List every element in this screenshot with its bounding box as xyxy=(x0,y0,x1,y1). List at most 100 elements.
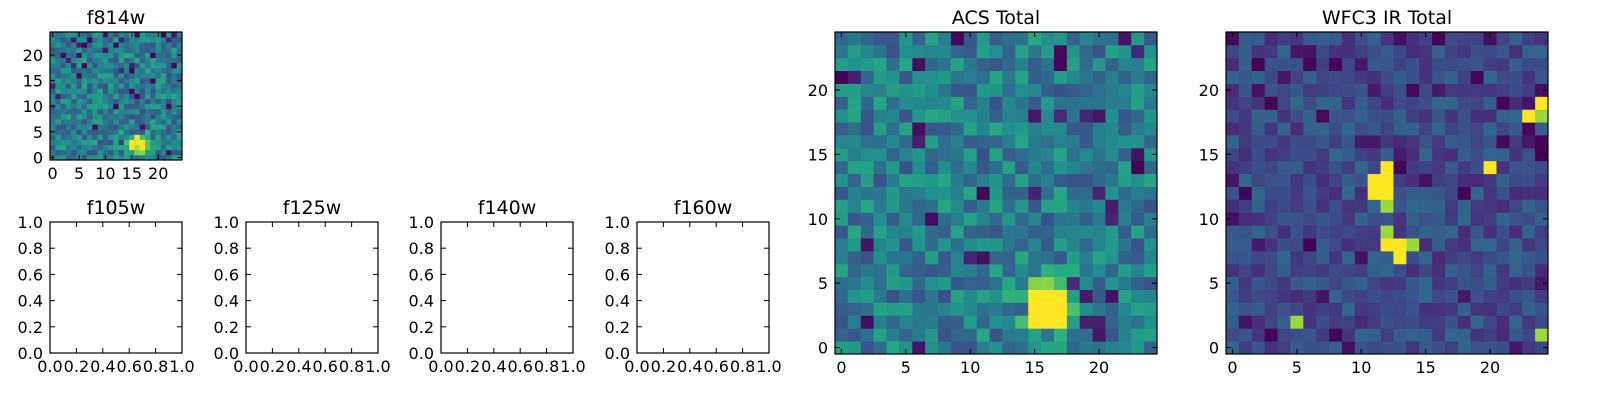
heatmap-cell xyxy=(1015,315,1029,329)
heatmap-cell xyxy=(150,78,156,84)
heatmap-cell xyxy=(60,93,67,99)
heatmap-cell xyxy=(176,72,183,79)
heatmap-cell xyxy=(1144,70,1158,84)
y-tick-label: 15 xyxy=(1199,145,1219,164)
heatmap-cell xyxy=(1002,57,1016,72)
heatmap-cell xyxy=(1522,328,1536,342)
heatmap-cell xyxy=(123,124,130,130)
heatmap-cell xyxy=(1535,70,1549,84)
heatmap-cell xyxy=(86,144,93,151)
heatmap-cell xyxy=(1535,212,1549,226)
heatmap-cell xyxy=(1470,250,1484,265)
heatmap-cell xyxy=(1367,250,1381,265)
heatmap-cell xyxy=(1367,341,1381,355)
heatmap-cell xyxy=(134,144,141,151)
heatmap-cell xyxy=(1238,328,1253,342)
heatmap-cell xyxy=(938,341,952,355)
heatmap-cell xyxy=(1303,315,1317,329)
heatmap-cell xyxy=(860,135,875,149)
heatmap-cell xyxy=(176,113,183,120)
heatmap-cell xyxy=(925,238,939,252)
heatmap-cell xyxy=(1277,341,1291,355)
heatmap-cell xyxy=(1053,160,1068,175)
heatmap-cell xyxy=(123,83,130,89)
heatmap-cell xyxy=(835,276,849,290)
heatmap-cell xyxy=(847,70,862,84)
heatmap-cell xyxy=(1380,263,1394,278)
heatmap-cell xyxy=(950,276,965,290)
heatmap-cell xyxy=(1251,57,1266,72)
heatmap-cell xyxy=(1002,147,1016,162)
heatmap-cell xyxy=(1496,109,1510,123)
heatmap-cell xyxy=(1406,276,1420,290)
heatmap-cell xyxy=(1341,173,1356,187)
heatmap-cell xyxy=(925,173,939,187)
heatmap-cell xyxy=(97,72,104,79)
heatmap-cell xyxy=(176,139,183,146)
heatmap-cell xyxy=(150,119,156,125)
y-tick-label: 0.4 xyxy=(18,292,43,311)
heatmap-cell xyxy=(166,37,172,43)
heatmap-cell xyxy=(1354,135,1369,149)
heatmap-cell xyxy=(176,83,183,89)
heatmap-cell xyxy=(1535,315,1549,329)
heatmap-cell xyxy=(160,83,167,89)
heatmap-cell xyxy=(145,88,151,94)
heatmap-cell xyxy=(1028,199,1042,213)
heatmap-cell xyxy=(1092,109,1106,123)
heatmap-cell xyxy=(912,225,926,239)
heatmap-cell xyxy=(860,70,875,84)
heatmap-cell xyxy=(166,144,172,151)
heatmap-cell xyxy=(92,144,98,151)
heatmap-cell xyxy=(60,124,67,130)
heatmap-cell xyxy=(113,47,120,53)
heatmap-cell xyxy=(86,57,93,64)
heatmap-cell xyxy=(1131,315,1145,329)
heatmap-cell xyxy=(1367,135,1381,149)
heatmap-cell xyxy=(92,78,98,84)
heatmap-cell xyxy=(886,315,900,329)
heatmap-cell xyxy=(55,149,61,156)
heatmap-cell xyxy=(1535,122,1549,136)
heatmap-cell xyxy=(155,93,162,99)
heatmap-cell xyxy=(912,212,926,226)
heatmap-cell xyxy=(1041,32,1055,46)
heatmap-cell xyxy=(108,144,114,151)
heatmap-cell xyxy=(860,44,875,59)
heatmap-cell xyxy=(129,144,135,151)
heatmap-cell xyxy=(925,341,939,355)
heatmap-cell xyxy=(50,134,56,140)
heatmap-cell xyxy=(123,129,130,135)
heatmap-cell xyxy=(60,149,67,156)
heatmap-cell xyxy=(925,96,939,110)
heatmap-cell xyxy=(873,276,887,290)
heatmap-cell xyxy=(963,289,978,303)
x-tick-label: 15 xyxy=(1415,358,1435,377)
heatmap-cell xyxy=(1432,173,1446,187)
heatmap-cell xyxy=(71,139,77,146)
heatmap-cell xyxy=(1015,212,1029,226)
heatmap-cell xyxy=(160,47,167,53)
heatmap-cell xyxy=(1393,32,1407,46)
heatmap-cell xyxy=(1144,302,1158,316)
heatmap-cell xyxy=(134,119,141,125)
heatmap-cell xyxy=(1238,199,1253,213)
heatmap-cell xyxy=(55,119,61,125)
heatmap-cell xyxy=(1015,96,1029,110)
heatmap-cell xyxy=(108,37,114,43)
heatmap-cell xyxy=(989,225,1003,239)
heatmap-cell xyxy=(81,32,88,38)
heatmap-cell xyxy=(160,113,167,120)
heatmap-cell xyxy=(963,341,978,355)
heatmap-cell xyxy=(118,47,125,53)
heatmap-cell xyxy=(1251,276,1266,290)
heatmap-cell xyxy=(1144,173,1158,187)
heatmap-cell xyxy=(1419,57,1433,72)
heatmap-cell xyxy=(886,173,900,187)
heatmap-cell xyxy=(60,52,67,58)
heatmap-cell xyxy=(1457,212,1472,226)
heatmap-cell xyxy=(76,113,83,120)
heatmap-cell xyxy=(155,149,162,156)
y-tick-label: 20 xyxy=(808,81,828,100)
heatmap-cell xyxy=(1028,302,1042,316)
